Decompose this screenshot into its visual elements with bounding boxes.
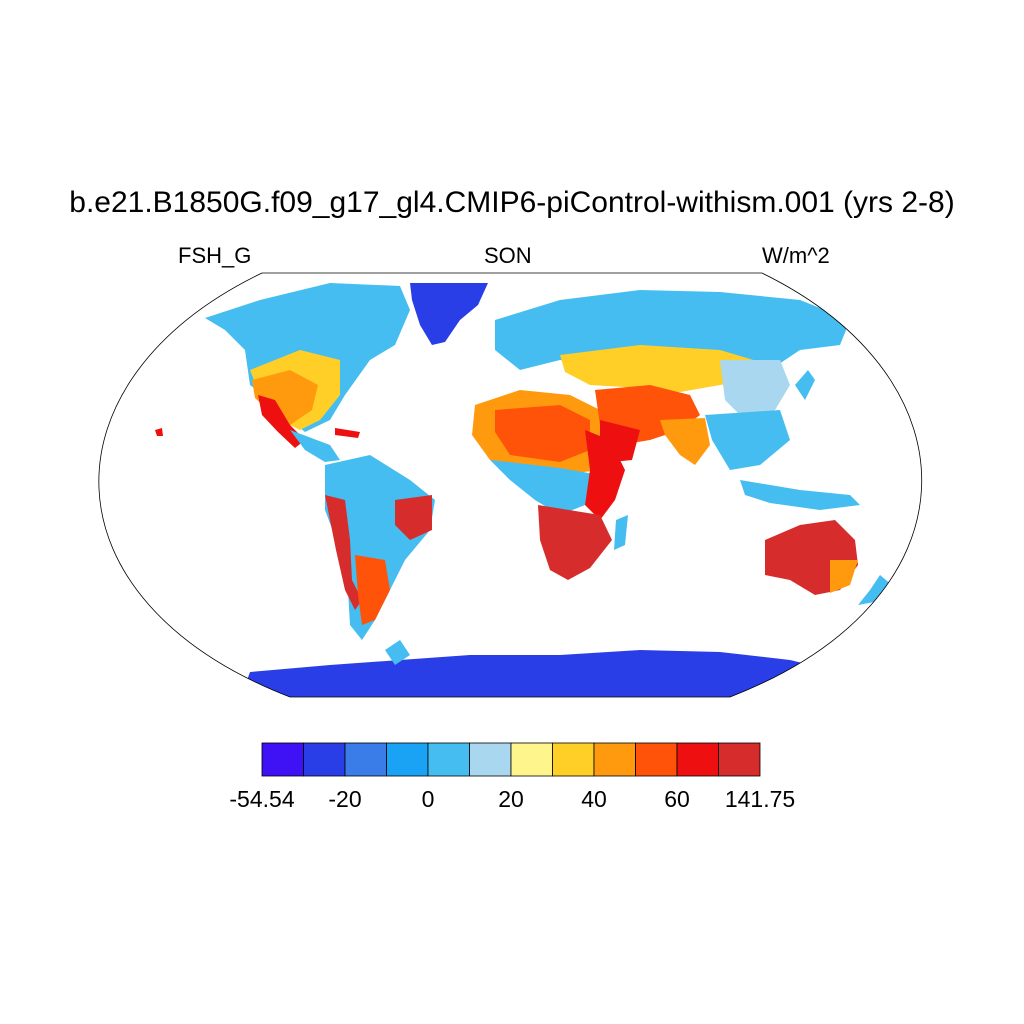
colorbar-tick-label: -20 [328,786,362,812]
africa-central [490,460,600,515]
colorbar-tick-label: 0 [421,786,435,812]
colorbar [261,742,761,777]
caribbean-islands [335,428,360,438]
colorbar-swatch-10 [676,742,719,777]
colorbar-swatch-1 [303,742,346,777]
colorbar-swatch-7 [552,742,595,777]
variable-label: FSH_G [178,243,252,268]
colorbar-tick-label: 141.75 [724,786,796,812]
season-label: SON [484,243,532,268]
colorbar-swatch-8 [593,742,636,777]
southeast-asia [705,410,790,470]
colorbar-swatch-2 [344,742,387,777]
plot-title: b.e21.B1850G.f09_g17_gl4.CMIP6-piControl… [69,186,955,219]
globe-outline [98,272,922,698]
japan [795,370,815,400]
arabia-hot [600,420,640,462]
antarctic-peninsula [385,640,410,665]
madagascar [614,515,628,550]
east-asia-cool [720,360,790,420]
colorbar-swatch-4 [427,742,470,777]
hawaii [155,428,163,436]
antarctica-ice [240,650,840,697]
map-land-layer [155,283,892,697]
mexico-hot [258,395,305,448]
colorbar-tick-label: 20 [498,786,524,812]
colorbar-swatch-11 [718,742,761,777]
australia-east-warm [830,560,858,593]
colorbar-tick-label: 60 [664,786,690,812]
indonesia [740,480,860,510]
colorbar-swatch-5 [469,742,512,777]
sahara-hot [495,405,590,462]
argentina-warm [355,555,390,625]
colorbar-tick-label: -54.54 [229,786,295,812]
southern-africa-hot [538,505,612,580]
india-hot [660,418,710,465]
greenland-ice [410,283,488,345]
colorbar-swatch-0 [261,742,304,777]
central-america [290,430,340,462]
units-label: W/m^2 [762,243,830,268]
arctic-islands [320,285,395,315]
north-america-hot [252,370,318,425]
andes-hot [325,495,362,610]
brazil-hot [395,495,432,540]
colorbar-swatch-3 [386,742,429,777]
colorbar-tick-label: 40 [581,786,607,812]
central-asia-warm [560,345,770,392]
colorbar-swatch-9 [635,742,678,777]
colorbar-swatch-6 [510,742,553,777]
